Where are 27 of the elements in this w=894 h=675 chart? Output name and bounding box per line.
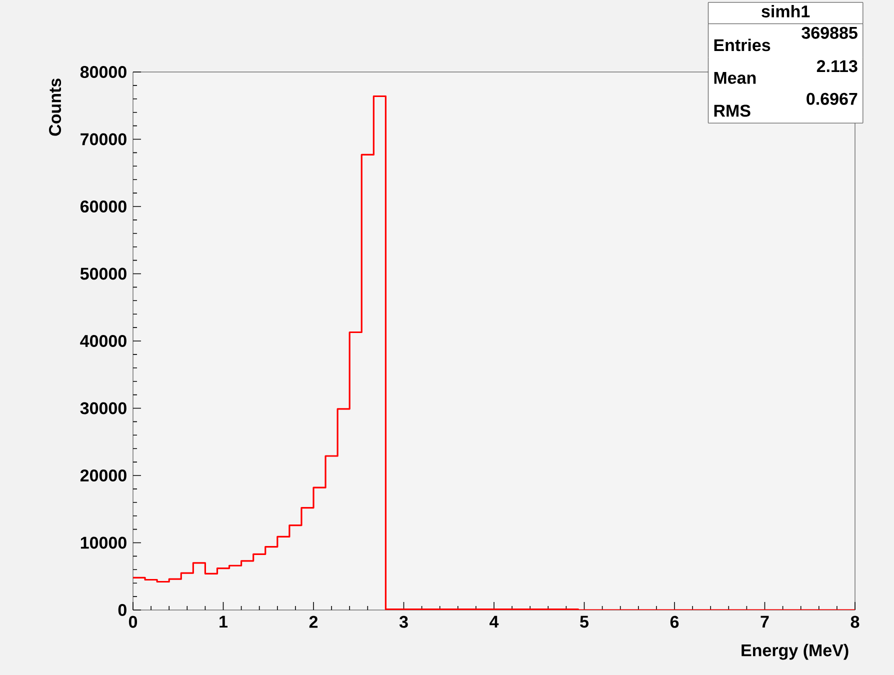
y-tick-label: 60000 [80, 200, 126, 213]
text: Entries [714, 38, 770, 52]
y-tick-label: 50000 [80, 268, 126, 280]
x-tick-label: 6 [670, 616, 679, 628]
x-tick-label: 7 [760, 616, 769, 628]
y-axis-title: Counts [49, 78, 62, 136]
y-tick-label: 10000 [80, 536, 126, 549]
y-tick-label: 70000 [80, 133, 126, 146]
annotation: RMS [714, 104, 750, 117]
x-tick-label: 5 [580, 616, 589, 628]
y-tick-label: 0 [118, 604, 126, 616]
y-tick-label: 30000 [80, 402, 126, 414]
annotation: 0.6967 [806, 92, 858, 105]
x-tick-label: 2 [309, 616, 318, 628]
text: 369885 [802, 26, 858, 39]
x-tick-label: 1 [220, 616, 228, 628]
annotation: Mean [714, 72, 756, 84]
x-tick-label: 8 [850, 616, 860, 628]
x-axis-title: Energy (MeV) [742, 644, 848, 660]
y-tick-label: 40000 [80, 334, 126, 348]
x-tick-label: 0 [128, 616, 138, 628]
annotation: 2.113 [816, 60, 858, 72]
y-tick-label: 80000 [80, 66, 126, 78]
x-tick-label: 4 [490, 616, 499, 628]
text: simh1 [762, 4, 810, 18]
y-tick-label: 20000 [80, 469, 126, 482]
x-tick-label: 3 [399, 616, 408, 628]
